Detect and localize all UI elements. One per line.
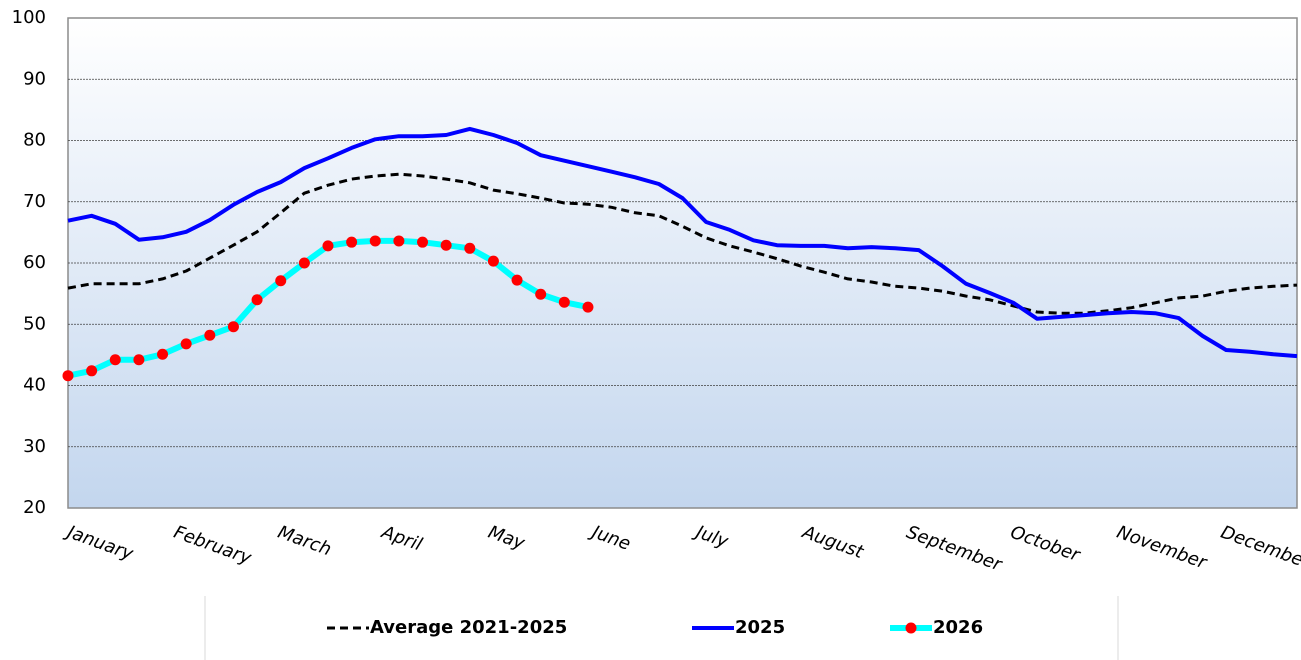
x-tick-label: January [62,521,136,565]
data-point [511,274,523,286]
data-point [227,321,239,333]
data-point [251,294,263,306]
y-tick-label: 20 [23,497,46,518]
data-point [109,354,121,366]
x-tick-label: July [690,521,731,553]
data-point [417,236,429,248]
data-point [204,329,216,341]
x-tick-label: October [1008,522,1084,567]
x-tick-label: February [171,522,254,569]
y-tick-label: 70 [23,191,46,212]
y-tick-label: 100 [12,7,46,28]
data-point [558,296,570,308]
y-tick-label: 60 [23,252,46,273]
x-tick-label: May [485,522,527,555]
y-tick-label: 80 [23,130,46,151]
data-point [582,301,594,313]
data-point [535,288,547,300]
legend-label: Average 2021-2025 [370,617,567,638]
series-line [67,126,1298,359]
x-tick-label: September [904,522,1006,576]
data-point [62,370,74,382]
x-tick-label: March [275,522,334,561]
data-point [275,275,287,287]
data-point [464,242,476,254]
data-point [86,365,98,377]
data-point [393,235,405,247]
y-tick-label: 50 [23,313,46,334]
data-point [346,236,358,248]
y-tick-label: 90 [23,68,46,89]
legend-label: 2025 [735,617,785,638]
data-point [298,257,310,269]
data-point [487,255,499,267]
x-tick-label: December [1218,522,1301,574]
legend-label: 2026 [933,617,983,638]
series-line [67,172,1298,315]
x-tick-label: June [586,521,633,555]
x-tick-label: November [1114,522,1211,574]
data-point [180,338,192,350]
data-point [369,235,381,247]
y-tick-label: 40 [23,375,46,396]
legend-marker [905,622,917,634]
x-tick-label: April [378,521,425,555]
data-point [133,354,145,366]
data-point [322,240,334,252]
data-point [157,348,169,360]
y-tick-label: 30 [23,436,46,457]
data-point [440,239,452,251]
x-tick-label: August [799,521,867,563]
